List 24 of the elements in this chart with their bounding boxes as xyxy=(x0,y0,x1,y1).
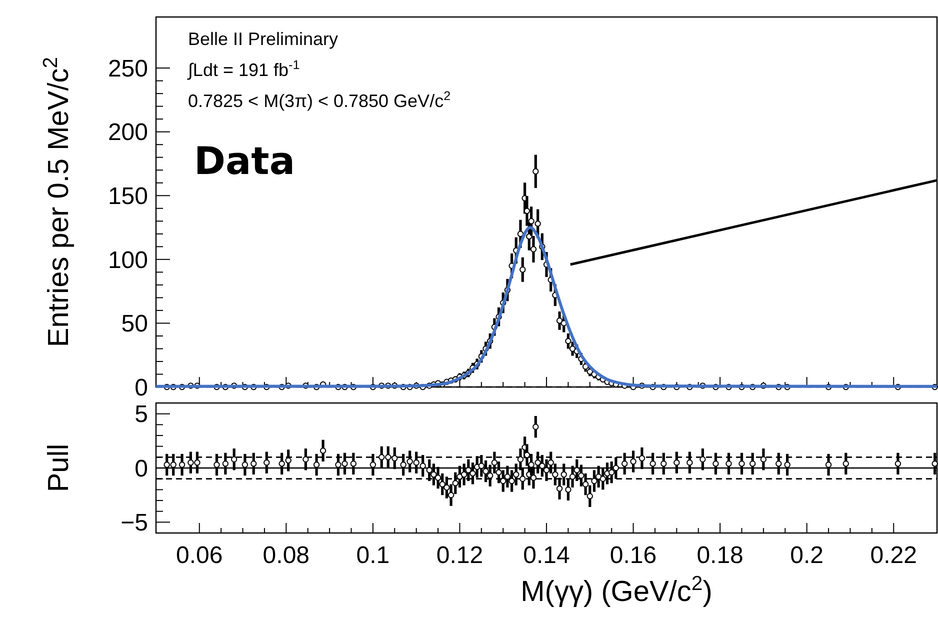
y-tick-label: −5 xyxy=(120,510,148,537)
y-tick-label: 150 xyxy=(108,183,148,210)
x-tick-label: 0.16 xyxy=(610,542,657,569)
y-tick-label: 5 xyxy=(134,401,148,428)
x-tick-label: 0.18 xyxy=(696,542,744,569)
y-tick-label: 0 xyxy=(134,455,148,482)
annotation: Data xyxy=(194,139,295,183)
y-tick-label: 100 xyxy=(108,246,148,274)
annotation: ∫Ldt = 191 fb$^{-1}$ xyxy=(187,58,300,80)
y-tick-label: 250 xyxy=(108,55,148,82)
x-tick-label: 0.22 xyxy=(870,542,917,569)
x-tick-label: 0.08 xyxy=(262,542,310,569)
x-tick-label: 0.14 xyxy=(523,542,570,569)
x-tick-label: 0.12 xyxy=(436,542,484,569)
y-tick-label: 50 xyxy=(121,310,148,338)
x-axis-title: M(γγ) (GeV/c$^{2}$) xyxy=(520,573,712,608)
y-tick-label: 0 xyxy=(134,374,148,402)
y-tick-label: 200 xyxy=(108,119,148,146)
y-axis-title: Pull xyxy=(43,444,75,492)
annotation: Belle II Preliminary xyxy=(188,29,338,49)
annotation: 0.7825 < M(3π) < 0.7850 GeV/c$^{2}$ xyxy=(188,89,451,111)
x-tick-label: 0.06 xyxy=(176,542,223,569)
x-tick-label: 0.1 xyxy=(356,542,390,569)
x-tick-label: 0.2 xyxy=(790,542,824,569)
